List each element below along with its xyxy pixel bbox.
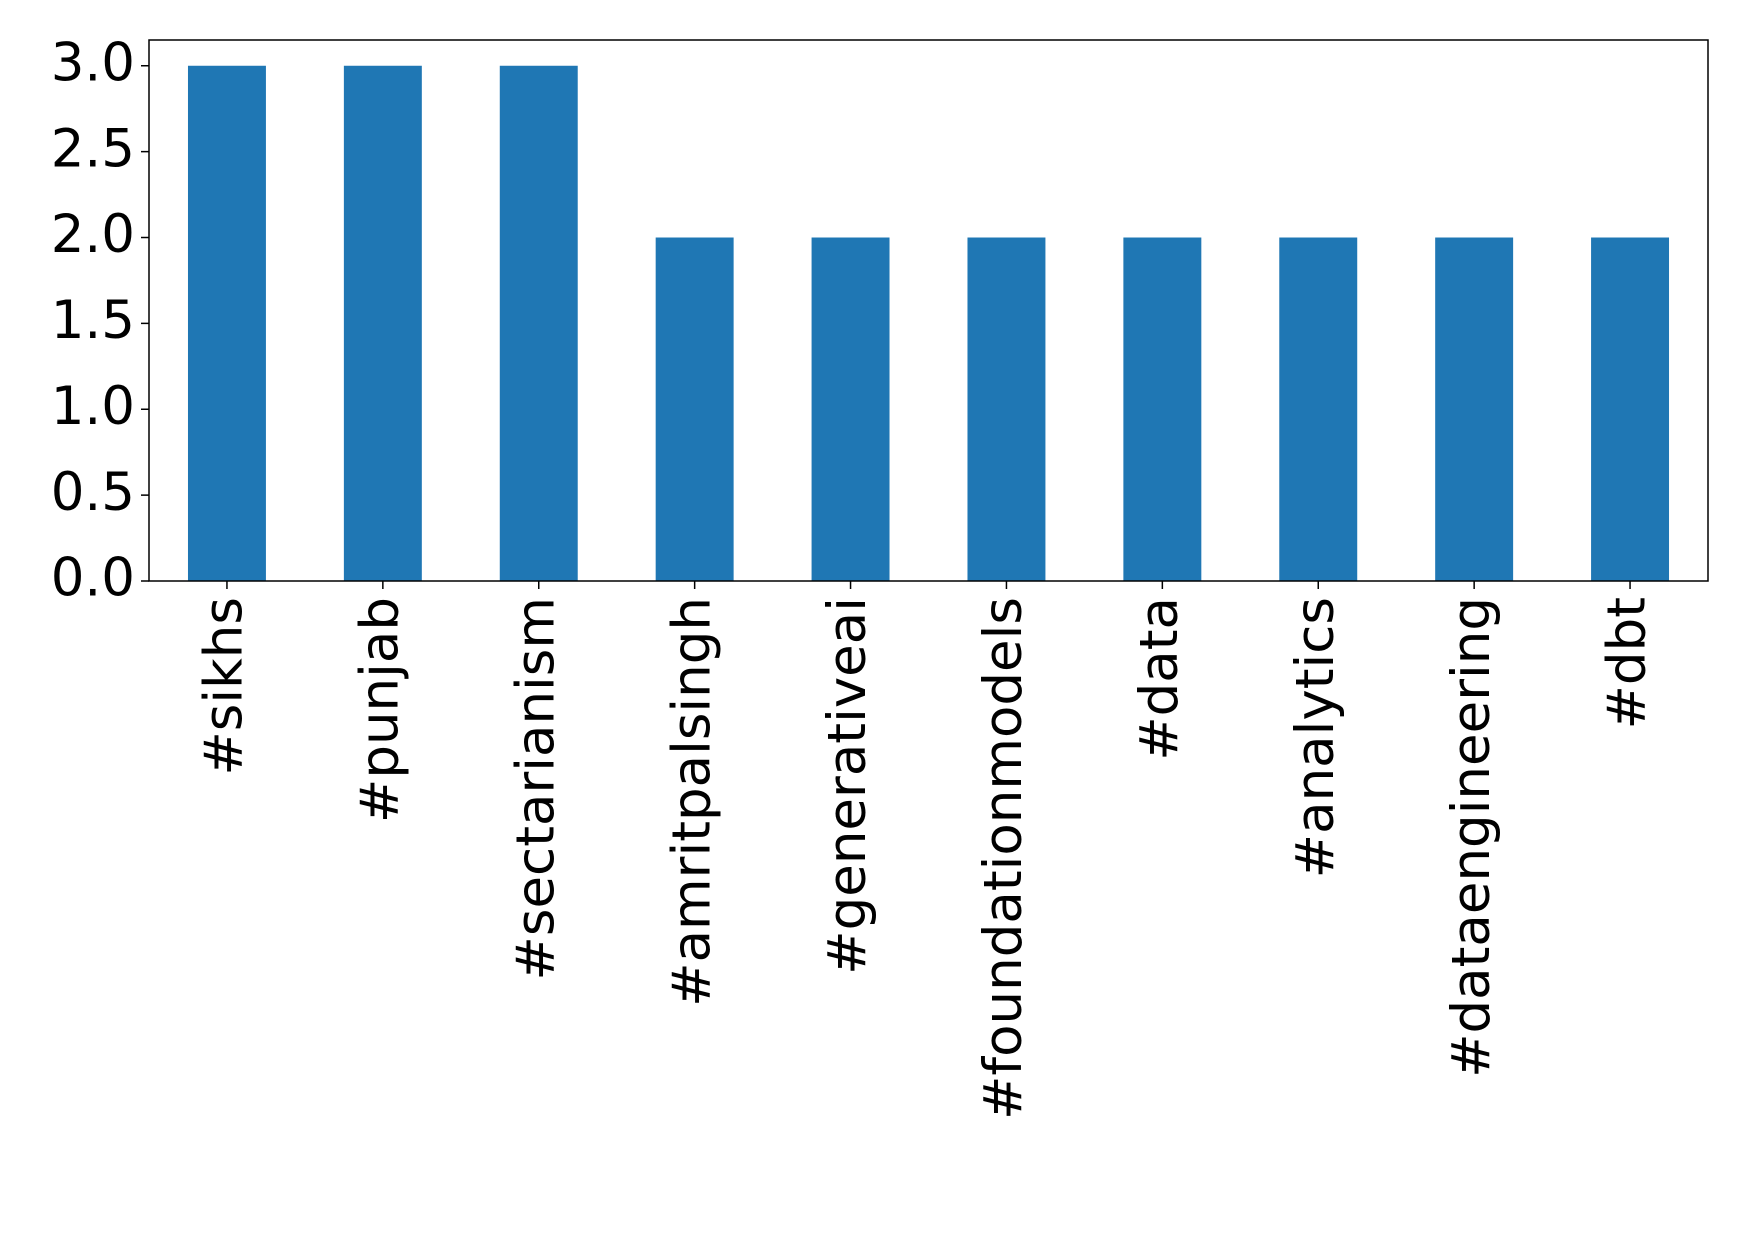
x-tick-label: #dbt	[1597, 597, 1658, 729]
bar	[1435, 237, 1514, 581]
x-tick-label: #data	[1129, 597, 1190, 761]
x-tick-label: #dataengineering	[1441, 597, 1502, 1078]
x-tick-label: #sectarianism	[505, 597, 566, 981]
bar	[499, 65, 578, 581]
y-tick-label: 0.5	[51, 462, 135, 523]
bar	[343, 65, 422, 581]
y-tick-label: 1.0	[51, 376, 135, 437]
x-tick-label: #punjab	[349, 597, 410, 823]
bar	[1591, 237, 1670, 581]
x-tick-label: #foundationmodels	[973, 597, 1034, 1120]
y-tick-label: 3.0	[51, 32, 135, 93]
y-tick-label: 2.0	[51, 204, 135, 265]
y-tick-label: 2.5	[51, 118, 135, 179]
bar	[655, 237, 734, 581]
bar	[967, 237, 1046, 581]
axes-frame	[148, 39, 1709, 582]
x-tick-label: #amritpalsingh	[661, 597, 722, 1007]
y-tick-label: 0.0	[51, 548, 135, 609]
bar	[1279, 237, 1358, 581]
bar	[187, 65, 266, 581]
bar	[1123, 237, 1202, 581]
y-tick-label: 1.5	[51, 290, 135, 351]
x-tick-label: #analytics	[1285, 597, 1346, 878]
x-tick-label: #generativeai	[817, 597, 878, 975]
bar	[811, 237, 890, 581]
x-tick-label: #sikhs	[194, 597, 255, 776]
